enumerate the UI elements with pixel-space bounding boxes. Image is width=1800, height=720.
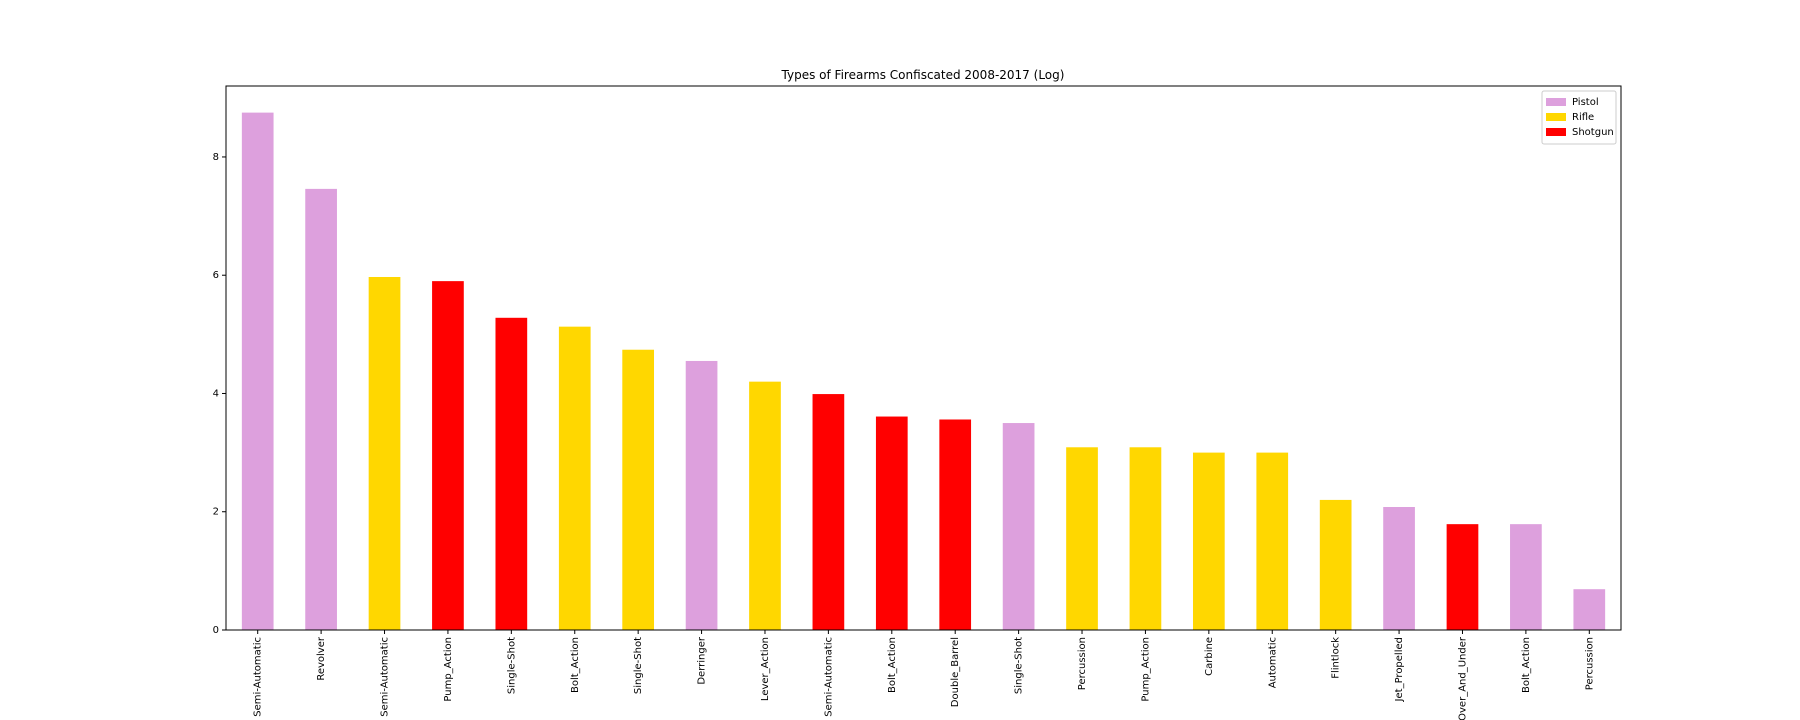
x-tick-label-11: Double_Barrel bbox=[950, 637, 961, 707]
chart-title: Types of Firearms Confiscated 2008-2017 … bbox=[781, 68, 1065, 82]
x-tick-label-21: Percussion bbox=[1584, 637, 1595, 690]
legend-swatch-pistol bbox=[1546, 98, 1566, 106]
legend-swatch-shotgun bbox=[1546, 128, 1566, 136]
plot-frame bbox=[225, 85, 1622, 631]
bar-1 bbox=[305, 188, 337, 630]
x-tick-label-12: Single-Shot bbox=[1014, 637, 1025, 694]
bar-14 bbox=[1129, 447, 1162, 630]
x-tick-label-9: Semi-Automatic bbox=[823, 637, 834, 717]
bar-8 bbox=[749, 381, 781, 630]
bar-10 bbox=[875, 416, 908, 630]
bar-19 bbox=[1446, 524, 1479, 630]
bar-7 bbox=[685, 360, 718, 630]
x-axis: Semi-Automatic Revolver Semi-Automatic Pump… bbox=[253, 630, 1595, 720]
legend: Pistol Rifle Shotgun bbox=[1541, 90, 1617, 145]
legend-label-pistol: Pistol bbox=[1572, 97, 1599, 108]
y-tick-label-2: 4 bbox=[213, 388, 219, 399]
x-tick-label-14: Pump_Action bbox=[1140, 637, 1151, 702]
bar-3 bbox=[432, 281, 464, 630]
bars-group bbox=[241, 112, 1606, 630]
bar-15 bbox=[1192, 452, 1225, 630]
bar-2 bbox=[368, 276, 401, 630]
bar-21 bbox=[1573, 589, 1606, 630]
bar-6 bbox=[622, 349, 655, 630]
x-tick-label-13: Percussion bbox=[1077, 637, 1088, 690]
x-tick-label-20: Bolt_Action bbox=[1521, 637, 1532, 693]
x-tick-label-8: Lever_Action bbox=[760, 637, 771, 701]
bar-12 bbox=[1002, 423, 1035, 630]
bar-11 bbox=[939, 419, 972, 630]
x-tick-label-0: Semi-Automatic bbox=[253, 637, 264, 717]
x-tick-label-15: Carbine bbox=[1204, 637, 1215, 676]
bar-16 bbox=[1256, 452, 1289, 630]
x-tick-label-5: Bolt_Action bbox=[570, 637, 581, 693]
bar-13 bbox=[1066, 447, 1098, 630]
legend-label-shotgun: Shotgun bbox=[1572, 127, 1614, 138]
y-tick-label-3: 6 bbox=[213, 270, 219, 281]
x-tick-label-19: Over_And_Under bbox=[1457, 636, 1468, 720]
bar-9 bbox=[812, 394, 845, 630]
x-tick-label-1: Revolver bbox=[316, 636, 327, 681]
bar-5 bbox=[558, 326, 591, 630]
x-tick-label-16: Automatic bbox=[1267, 637, 1278, 688]
bar-0 bbox=[241, 112, 274, 630]
x-tick-label-17: Flintlock bbox=[1331, 637, 1342, 679]
x-tick-label-18: Jet_Propelled bbox=[1394, 637, 1405, 702]
x-tick-label-7: Derringer bbox=[697, 636, 708, 685]
y-tick-label-1: 2 bbox=[213, 507, 219, 518]
y-tick-label-4: 8 bbox=[213, 152, 219, 163]
x-tick-label-4: Single-Shot bbox=[506, 637, 517, 694]
x-tick-label-10: Bolt_Action bbox=[887, 637, 898, 693]
y-tick-label-0: 0 bbox=[213, 625, 219, 636]
legend-label-rifle: Rifle bbox=[1572, 112, 1594, 123]
x-tick-label-6: Single-Shot bbox=[633, 637, 644, 694]
x-tick-label-2: Semi-Automatic bbox=[380, 637, 391, 717]
bar-20 bbox=[1510, 524, 1542, 630]
bar-17 bbox=[1319, 499, 1352, 630]
legend-swatch-rifle bbox=[1546, 113, 1566, 121]
x-tick-label-3: Pump_Action bbox=[443, 637, 454, 702]
bar-4 bbox=[495, 317, 528, 630]
bar-18 bbox=[1383, 507, 1415, 630]
y-axis: 0 2 4 6 8 bbox=[213, 152, 226, 636]
